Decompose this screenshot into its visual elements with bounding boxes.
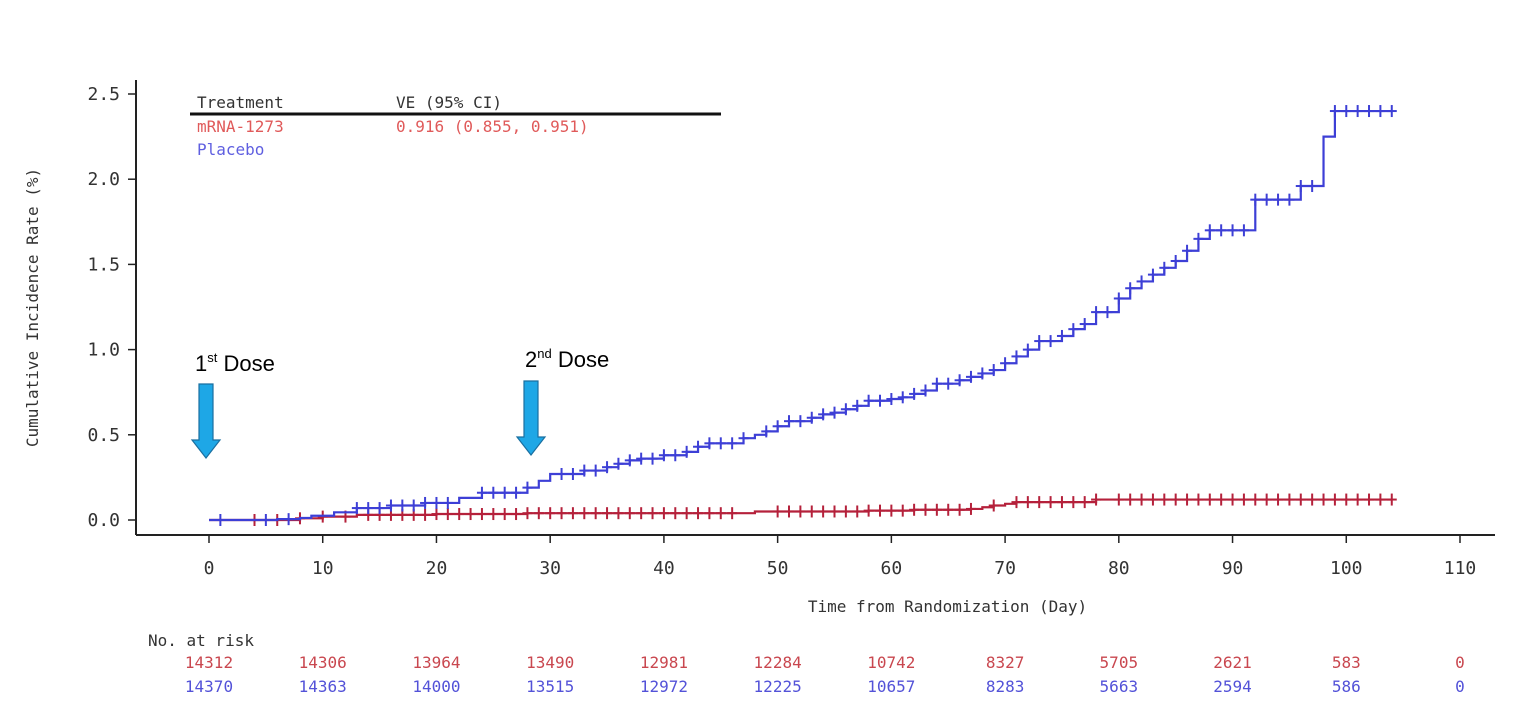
risk-value-mrna: 14312: [185, 653, 233, 672]
x-tick-label: 90: [1222, 558, 1244, 579]
risk-value-placebo: 10657: [867, 677, 915, 696]
x-tick-label: 70: [994, 558, 1016, 579]
risk-value-placebo: 2594: [1213, 677, 1252, 696]
risk-value-mrna: 12981: [640, 653, 688, 672]
risk-value-mrna: 12284: [754, 653, 802, 672]
dose-2-label: 2nd Dose: [525, 346, 609, 372]
risk-value-mrna: 14306: [299, 653, 347, 672]
risk-value-mrna: 0: [1455, 653, 1465, 672]
y-tick-label: 1.5: [87, 254, 120, 275]
dose-1-sup: st: [207, 350, 218, 365]
risk-value-mrna: 8327: [986, 653, 1025, 672]
axes: 0.0 0.5 1.0 1.5 2.0 2.5 0 10 20 30 40 50 60 70 80 90 100…: [23, 80, 1495, 616]
risk-value-placebo: 14000: [412, 677, 460, 696]
x-axis-label: Time from Randomization (Day): [808, 597, 1087, 616]
series-mrna-1273: [209, 493, 1397, 526]
series-line: [209, 109, 1392, 522]
risk-value-placebo: 14370: [185, 677, 233, 696]
y-tick-label: 1.0: [87, 340, 120, 361]
x-tick-label: 40: [653, 558, 675, 579]
y-tick-label: 2.5: [87, 84, 120, 105]
y-axis-label: Cumulative Incidence Rate (%): [23, 168, 42, 447]
y-tick-label: 0.5: [87, 425, 120, 446]
dose-1-label: 1st Dose: [195, 350, 275, 376]
legend-entry-placebo: Placebo: [197, 140, 264, 159]
dose-2-base: 2: [525, 347, 537, 372]
x-tick-label: 30: [539, 558, 561, 579]
dose-2-arrow: [515, 380, 547, 456]
x-tick-label: 110: [1444, 558, 1477, 579]
legend-entry-mrna-ve: 0.916 (0.855, 0.951): [396, 117, 589, 136]
dose-2-sup: nd: [537, 346, 551, 361]
risk-value-placebo: 13515: [526, 677, 574, 696]
risk-table: No. at risk 14312 14306 13964 13490 12981 122…: [148, 631, 1465, 696]
legend: Treatment VE (95% CI) mRNA-1273 0.916 (0…: [190, 93, 721, 159]
series-layer: [209, 105, 1397, 526]
x-tick-label: 20: [426, 558, 448, 579]
risk-value-placebo: 12972: [640, 677, 688, 696]
risk-value-placebo: 0: [1455, 677, 1465, 696]
x-tick-label: 10: [312, 558, 334, 579]
risk-value-placebo: 14363: [299, 677, 347, 696]
risk-value-mrna: 10742: [867, 653, 915, 672]
x-tick-label: 80: [1108, 558, 1130, 579]
risk-value-mrna: 13490: [526, 653, 574, 672]
risk-value-placebo: 8283: [986, 677, 1025, 696]
y-tick-label: 0.0: [87, 510, 120, 531]
risk-table-title: No. at risk: [148, 631, 254, 650]
risk-value-mrna: 2621: [1213, 653, 1252, 672]
x-tick-label: 0: [204, 558, 215, 579]
risk-value-mrna: 13964: [412, 653, 460, 672]
y-tick-label: 2.0: [87, 169, 120, 190]
legend-entry-mrna: mRNA-1273: [197, 117, 284, 136]
risk-value-mrna: 583: [1332, 653, 1361, 672]
legend-header-ve: VE (95% CI): [396, 93, 502, 112]
dose-1-arrow: [190, 383, 222, 459]
series-placebo: [209, 105, 1397, 526]
legend-header-treatment: Treatment: [197, 93, 284, 112]
risk-value-mrna: 5705: [1100, 653, 1139, 672]
risk-value-placebo: 586: [1332, 677, 1361, 696]
risk-value-placebo: 5663: [1100, 677, 1139, 696]
risk-value-placebo: 12225: [754, 677, 802, 696]
dose-1-base: 1: [195, 351, 207, 376]
x-tick-label: 60: [881, 558, 903, 579]
x-tick-label: 50: [767, 558, 789, 579]
dose-2-rest: Dose: [552, 347, 609, 372]
annotations: 1st Dose 2nd Dose: [190, 346, 609, 459]
dose-1-rest: Dose: [217, 351, 274, 376]
x-tick-label: 100: [1330, 558, 1363, 579]
